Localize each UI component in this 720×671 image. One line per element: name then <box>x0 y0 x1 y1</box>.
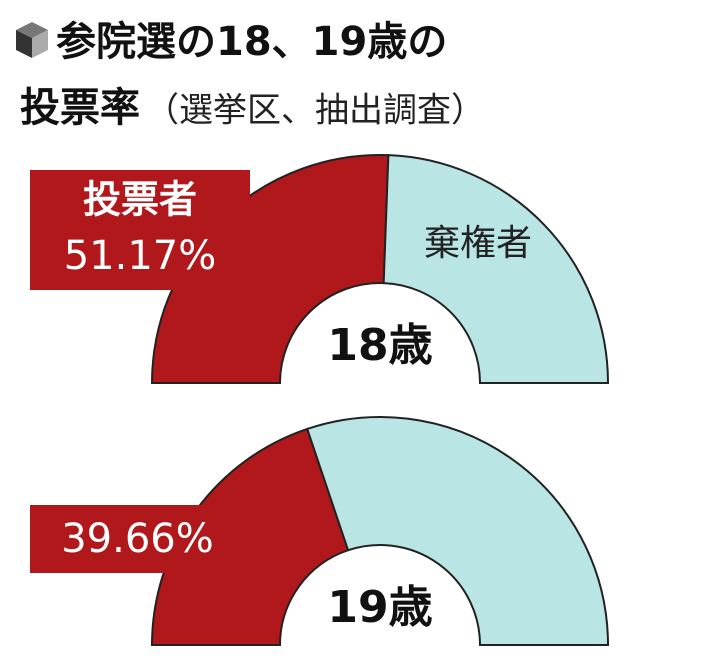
value-label: 51.17% <box>64 233 217 279</box>
center-label: 19歳 <box>327 582 432 633</box>
chart-title: 参院選の18、19歳の <box>56 19 447 65</box>
segment <box>305 416 610 646</box>
cube-icon <box>16 22 48 58</box>
segment <box>382 154 610 384</box>
value-label: 39.66% <box>61 516 214 562</box>
chart-subtitle: （選挙区、抽出調査） <box>145 91 485 131</box>
label-box <box>30 170 250 290</box>
label-box <box>30 505 245 573</box>
center-label: 18歳 <box>327 320 432 371</box>
chart-title: 投票率 <box>20 85 140 131</box>
category-label: 投票者 <box>83 178 197 222</box>
category-label: 棄権者 <box>424 223 532 264</box>
